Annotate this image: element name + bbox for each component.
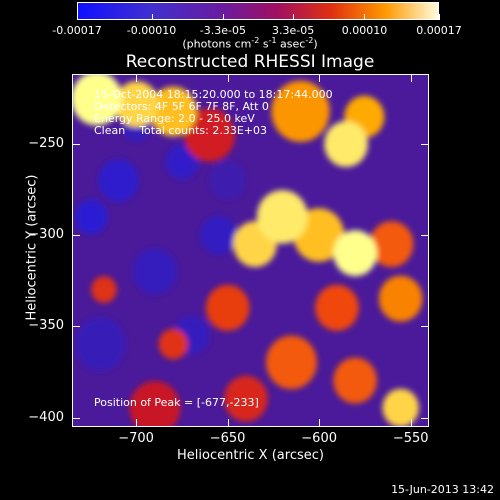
emission-source xyxy=(378,275,423,322)
emission-source xyxy=(333,230,378,277)
y-tick-label: −350 xyxy=(28,318,64,334)
emission-source xyxy=(271,80,330,142)
x-tick-mark xyxy=(410,419,412,427)
x-tick-label: −650 xyxy=(209,431,246,446)
annotation-detectors: Detectors: 4F 5F 6F 7F 8F, Att 0 xyxy=(94,100,269,113)
colorbar-units: (photons cm-2 s-1 asec-2) xyxy=(182,36,318,51)
emission-source xyxy=(129,381,181,426)
colorbar-tick-label: -0.00010 xyxy=(126,24,177,37)
colorbar-tick-mark xyxy=(364,14,366,20)
y-tick-mark xyxy=(72,143,80,145)
emission-source xyxy=(369,221,414,268)
plot-area xyxy=(72,74,429,427)
negative-region xyxy=(209,161,246,200)
y-tick-mark xyxy=(72,234,80,236)
colorbar-tick-mark xyxy=(77,14,78,20)
x-tick-label: −700 xyxy=(118,431,154,446)
emission-source xyxy=(158,328,188,360)
x-axis-label: Heliocentric X (arcsec) xyxy=(177,448,324,463)
x-tick-mark xyxy=(410,74,412,82)
emission-source xyxy=(333,357,378,404)
x-tick-mark xyxy=(136,419,138,427)
emission-source xyxy=(256,190,308,244)
colorbar-tick-label: 0.00010 xyxy=(341,24,388,37)
annotation-clean-counts: Clean Total counts: 2.33E+03 xyxy=(94,124,268,137)
x-tick-mark xyxy=(136,74,138,82)
colorbar-tick-mark xyxy=(151,14,153,20)
annotation-time-range: 15-Oct-2004 18:15:20.000 to 18:17:44.000 xyxy=(94,88,333,101)
negative-region xyxy=(74,317,126,371)
colorbar-tick-mark xyxy=(222,14,224,20)
y-tick-mark xyxy=(421,234,429,236)
colorbar-tick-label: 0.00017 xyxy=(416,24,462,37)
negative-region xyxy=(74,199,108,235)
y-tick-mark xyxy=(72,417,80,419)
emission-source xyxy=(114,81,159,128)
x-tick-mark xyxy=(227,419,229,427)
emission-source xyxy=(324,121,368,168)
negative-region xyxy=(200,215,237,255)
emission-source xyxy=(265,335,317,390)
x-tick-mark xyxy=(319,74,321,82)
emission-source xyxy=(315,284,359,331)
negative-region xyxy=(165,145,199,180)
peak-position-label: Position of Peak = [-677,-233] xyxy=(94,396,259,409)
y-tick-label: −300 xyxy=(28,226,64,242)
colorbar-tick-label: 3.3e-05 xyxy=(272,24,315,37)
heatmap xyxy=(73,75,428,426)
y-tick-mark xyxy=(421,143,429,145)
y-axis-label: Heliocentric Y (arcsec) xyxy=(24,174,40,321)
colorbar-tick-label: -0.00017 xyxy=(52,24,102,37)
x-tick-mark xyxy=(227,74,229,82)
colorbar-tick-label: -3.3e-05 xyxy=(199,24,246,37)
negative-region xyxy=(98,159,139,202)
x-tick-label: −600 xyxy=(301,431,337,446)
colorbar-tick-mark xyxy=(439,14,440,20)
emission-source xyxy=(91,276,117,303)
emission-source xyxy=(224,375,268,422)
x-tick-mark xyxy=(319,419,321,427)
emission-source xyxy=(73,75,123,126)
y-tick-mark xyxy=(72,326,80,328)
y-tick-label: −250 xyxy=(28,135,64,151)
negative-region xyxy=(133,248,177,295)
y-tick-mark xyxy=(421,417,429,419)
emission-source xyxy=(205,284,250,331)
annotation-energy-range: Energy Range: 2.0 - 25.0 keV xyxy=(94,112,255,125)
y-tick-mark xyxy=(421,326,429,328)
colorbar-tick-mark xyxy=(293,14,295,20)
footer-timestamp: 15-Jun-2013 13:42 xyxy=(391,483,494,496)
x-tick-label: −550 xyxy=(392,431,429,446)
colorbar xyxy=(77,2,439,20)
emission-source xyxy=(184,108,236,162)
emission-source xyxy=(382,388,419,426)
y-tick-label: −400 xyxy=(28,409,64,425)
emission-source xyxy=(149,86,197,137)
chart-title: Reconstructed RHESSI Image xyxy=(125,52,375,72)
